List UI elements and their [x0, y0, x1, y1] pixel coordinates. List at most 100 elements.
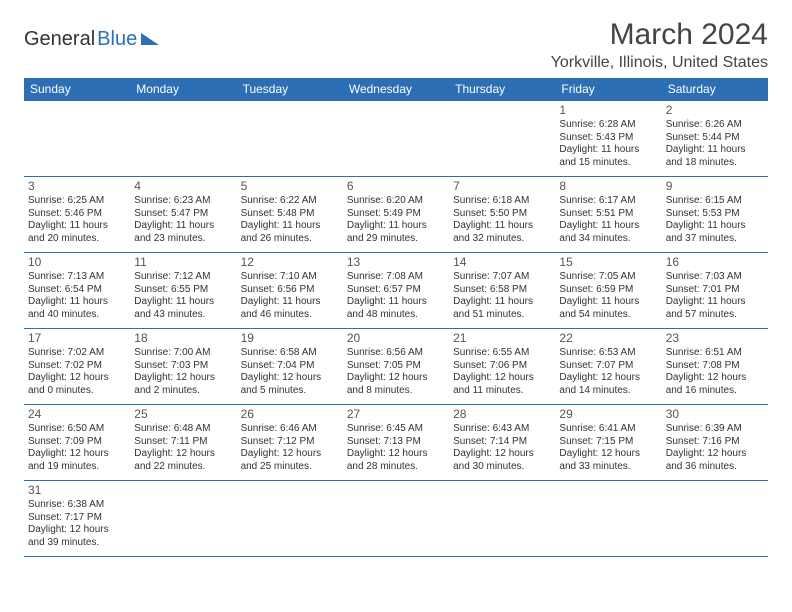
- sunset-text: Sunset: 7:06 PM: [453, 360, 551, 373]
- calendar-week: 10Sunrise: 7:13 AMSunset: 6:54 PMDayligh…: [24, 253, 768, 329]
- calendar-day: 25Sunrise: 6:48 AMSunset: 7:11 PMDayligh…: [130, 405, 236, 481]
- calendar-day: 13Sunrise: 7:08 AMSunset: 6:57 PMDayligh…: [343, 253, 449, 329]
- header: GeneralBlue March 2024 Yorkville, Illino…: [24, 18, 768, 72]
- sunset-text: Sunset: 7:02 PM: [28, 360, 126, 373]
- sunset-text: Sunset: 7:07 PM: [559, 360, 657, 373]
- calendar-page: GeneralBlue March 2024 Yorkville, Illino…: [0, 0, 792, 567]
- day-header-row: SundayMondayTuesdayWednesdayThursdayFrid…: [24, 78, 768, 101]
- calendar-day: [449, 481, 555, 557]
- calendar-day: 14Sunrise: 7:07 AMSunset: 6:58 PMDayligh…: [449, 253, 555, 329]
- day-number: 28: [453, 407, 551, 422]
- day-number: 27: [347, 407, 445, 422]
- calendar-day: [343, 101, 449, 177]
- day-number: 10: [28, 255, 126, 270]
- day-number: 11: [134, 255, 232, 270]
- sunrise-text: Sunrise: 6:41 AM: [559, 423, 657, 436]
- triangle-icon: [141, 33, 159, 45]
- daylight-text: Daylight: 11 hours and 20 minutes.: [28, 220, 126, 245]
- day-number: 13: [347, 255, 445, 270]
- day-number: 21: [453, 331, 551, 346]
- calendar-head: SundayMondayTuesdayWednesdayThursdayFrid…: [24, 78, 768, 101]
- day-number: 22: [559, 331, 657, 346]
- sunrise-text: Sunrise: 7:02 AM: [28, 347, 126, 360]
- sunset-text: Sunset: 7:15 PM: [559, 436, 657, 449]
- calendar-day: [555, 481, 661, 557]
- daylight-text: Daylight: 11 hours and 57 minutes.: [666, 296, 764, 321]
- sunset-text: Sunset: 5:44 PM: [666, 132, 764, 145]
- sunset-text: Sunset: 7:09 PM: [28, 436, 126, 449]
- calendar-week: 1Sunrise: 6:28 AMSunset: 5:43 PMDaylight…: [24, 101, 768, 177]
- daylight-text: Daylight: 12 hours and 22 minutes.: [134, 448, 232, 473]
- day-number: 14: [453, 255, 551, 270]
- calendar-table: SundayMondayTuesdayWednesdayThursdayFrid…: [24, 78, 768, 557]
- daylight-text: Daylight: 12 hours and 28 minutes.: [347, 448, 445, 473]
- brand-part1: General: [24, 28, 95, 51]
- daylight-text: Daylight: 12 hours and 11 minutes.: [453, 372, 551, 397]
- day-number: 25: [134, 407, 232, 422]
- sunset-text: Sunset: 7:08 PM: [666, 360, 764, 373]
- calendar-day: 24Sunrise: 6:50 AMSunset: 7:09 PMDayligh…: [24, 405, 130, 481]
- sunrise-text: Sunrise: 7:05 AM: [559, 271, 657, 284]
- sunset-text: Sunset: 5:50 PM: [453, 208, 551, 221]
- sunrise-text: Sunrise: 7:12 AM: [134, 271, 232, 284]
- sunrise-text: Sunrise: 6:39 AM: [666, 423, 764, 436]
- daylight-text: Daylight: 11 hours and 43 minutes.: [134, 296, 232, 321]
- sunrise-text: Sunrise: 6:50 AM: [28, 423, 126, 436]
- sunset-text: Sunset: 5:53 PM: [666, 208, 764, 221]
- calendar-day: [24, 101, 130, 177]
- day-number: 8: [559, 179, 657, 194]
- sunset-text: Sunset: 7:13 PM: [347, 436, 445, 449]
- day-header: Thursday: [449, 78, 555, 101]
- day-number: 19: [241, 331, 339, 346]
- sunrise-text: Sunrise: 6:20 AM: [347, 195, 445, 208]
- sunrise-text: Sunrise: 6:25 AM: [28, 195, 126, 208]
- calendar-day: [343, 481, 449, 557]
- sunrise-text: Sunrise: 6:26 AM: [666, 119, 764, 132]
- sunset-text: Sunset: 6:54 PM: [28, 284, 126, 297]
- daylight-text: Daylight: 12 hours and 2 minutes.: [134, 372, 232, 397]
- daylight-text: Daylight: 11 hours and 37 minutes.: [666, 220, 764, 245]
- daylight-text: Daylight: 12 hours and 33 minutes.: [559, 448, 657, 473]
- sunrise-text: Sunrise: 7:08 AM: [347, 271, 445, 284]
- calendar-body: 1Sunrise: 6:28 AMSunset: 5:43 PMDaylight…: [24, 101, 768, 557]
- day-header: Wednesday: [343, 78, 449, 101]
- calendar-day: 7Sunrise: 6:18 AMSunset: 5:50 PMDaylight…: [449, 177, 555, 253]
- day-number: 23: [666, 331, 764, 346]
- month-title: March 2024: [551, 18, 768, 52]
- sunset-text: Sunset: 5:49 PM: [347, 208, 445, 221]
- calendar-week: 24Sunrise: 6:50 AMSunset: 7:09 PMDayligh…: [24, 405, 768, 481]
- calendar-week: 17Sunrise: 7:02 AMSunset: 7:02 PMDayligh…: [24, 329, 768, 405]
- sunset-text: Sunset: 5:43 PM: [559, 132, 657, 145]
- calendar-day: 1Sunrise: 6:28 AMSunset: 5:43 PMDaylight…: [555, 101, 661, 177]
- day-header: Monday: [130, 78, 236, 101]
- sunrise-text: Sunrise: 6:45 AM: [347, 423, 445, 436]
- brand-logo: GeneralBlue: [24, 28, 159, 51]
- day-number: 3: [28, 179, 126, 194]
- sunset-text: Sunset: 7:14 PM: [453, 436, 551, 449]
- calendar-day: 16Sunrise: 7:03 AMSunset: 7:01 PMDayligh…: [662, 253, 768, 329]
- daylight-text: Daylight: 11 hours and 51 minutes.: [453, 296, 551, 321]
- sunset-text: Sunset: 6:57 PM: [347, 284, 445, 297]
- calendar-day: 4Sunrise: 6:23 AMSunset: 5:47 PMDaylight…: [130, 177, 236, 253]
- daylight-text: Daylight: 12 hours and 19 minutes.: [28, 448, 126, 473]
- daylight-text: Daylight: 12 hours and 8 minutes.: [347, 372, 445, 397]
- day-number: 7: [453, 179, 551, 194]
- sunset-text: Sunset: 7:01 PM: [666, 284, 764, 297]
- location-text: Yorkville, Illinois, United States: [551, 54, 768, 72]
- daylight-text: Daylight: 11 hours and 32 minutes.: [453, 220, 551, 245]
- calendar-day: 6Sunrise: 6:20 AMSunset: 5:49 PMDaylight…: [343, 177, 449, 253]
- calendar-day: 8Sunrise: 6:17 AMSunset: 5:51 PMDaylight…: [555, 177, 661, 253]
- sunrise-text: Sunrise: 6:53 AM: [559, 347, 657, 360]
- day-number: 30: [666, 407, 764, 422]
- sunset-text: Sunset: 7:03 PM: [134, 360, 232, 373]
- calendar-day: 28Sunrise: 6:43 AMSunset: 7:14 PMDayligh…: [449, 405, 555, 481]
- day-number: 1: [559, 103, 657, 118]
- calendar-day: 10Sunrise: 7:13 AMSunset: 6:54 PMDayligh…: [24, 253, 130, 329]
- day-number: 5: [241, 179, 339, 194]
- calendar-day: 29Sunrise: 6:41 AMSunset: 7:15 PMDayligh…: [555, 405, 661, 481]
- sunrise-text: Sunrise: 6:46 AM: [241, 423, 339, 436]
- sunrise-text: Sunrise: 6:51 AM: [666, 347, 764, 360]
- calendar-day: [130, 101, 236, 177]
- calendar-day: 27Sunrise: 6:45 AMSunset: 7:13 PMDayligh…: [343, 405, 449, 481]
- day-header: Saturday: [662, 78, 768, 101]
